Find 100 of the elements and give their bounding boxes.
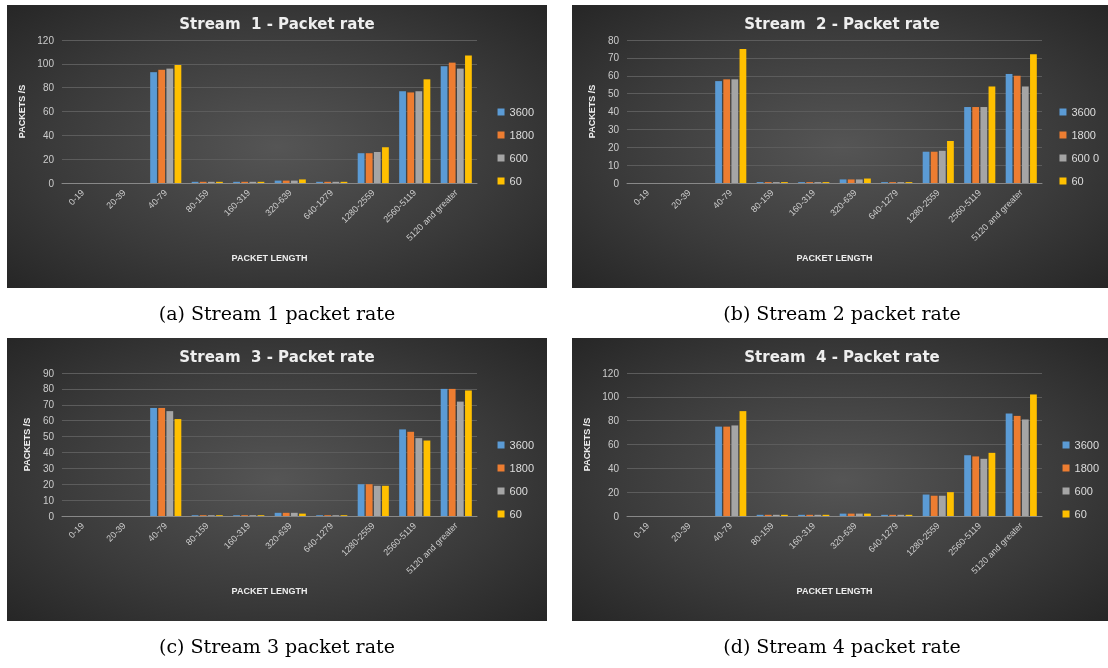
bar [1021, 86, 1029, 183]
bar [1013, 75, 1021, 183]
y-tick-label: 10 [42, 494, 55, 506]
bar [972, 107, 980, 183]
chart-title: Stream 3 - Packet rate [179, 347, 375, 366]
bar [407, 431, 415, 516]
y-tick-label: 20 [607, 486, 620, 498]
chart-title: Stream 1 - Packet rate [179, 14, 375, 33]
y-tick-label: 120 [602, 367, 620, 379]
y-tick-label: 40 [42, 129, 55, 141]
bar [166, 68, 174, 183]
y-tick-label: 50 [42, 431, 55, 443]
bar [723, 426, 731, 516]
y-tick-label: 10 [607, 159, 620, 171]
y-tick-label: 20 [42, 153, 55, 165]
y-tick-label: 80 [42, 82, 55, 94]
bar [723, 79, 731, 183]
bar [938, 150, 946, 183]
legend-label: 600 [1074, 485, 1093, 497]
legend-label: 60 [1074, 508, 1087, 520]
y-tick-label: 40 [607, 462, 620, 474]
y-axis-title: PACKETS /S [581, 417, 592, 472]
bar [373, 485, 381, 516]
y-tick-label: 20 [607, 141, 620, 153]
text: (a) Stream 1 packet rate [157, 302, 397, 324]
legend-label: 60 [509, 508, 522, 520]
y-tick-label: 60 [42, 106, 55, 117]
legend-label: 1800 [509, 462, 535, 474]
legend-label: 1800 [1074, 462, 1100, 474]
y-tick-label: 120 [37, 34, 55, 46]
y-tick-label: 40 [607, 106, 620, 117]
x-axis-title: PACKET LENGTH [796, 252, 873, 263]
y-tick-label: 0 [613, 510, 620, 522]
text: (b) Stream 2 packet rate [722, 302, 962, 324]
bar [864, 178, 871, 183]
chart-title: Stream 2 - Packet rate [744, 14, 940, 33]
bar [365, 153, 373, 183]
y-tick-label: 0 [613, 177, 620, 189]
legend-label: 3600 [509, 106, 535, 118]
legend-label: 3600 [1071, 106, 1096, 118]
text: (c) Stream 3 packet rate [158, 635, 396, 657]
legend-label: 1800 [1071, 129, 1096, 141]
y-tick-label: 30 [607, 123, 620, 135]
legend-label: 600 [509, 485, 528, 497]
y-tick-label: 40 [42, 446, 55, 458]
bar [399, 429, 406, 516]
bar [715, 426, 722, 516]
bar [964, 107, 971, 183]
bar [980, 107, 988, 183]
y-tick-label: 30 [42, 462, 55, 474]
x-axis-title: PACKET LENGTH [231, 585, 308, 596]
y-tick-label: 0 [48, 177, 55, 189]
bar [373, 152, 381, 183]
bar [456, 401, 464, 516]
text: (d) Stream 4 packet rate [722, 635, 962, 657]
y-tick-label: 100 [602, 391, 620, 403]
y-tick-label: 70 [607, 52, 620, 64]
bar [158, 407, 166, 516]
y-tick-label: 60 [42, 415, 55, 427]
legend-label: 3600 [1074, 439, 1100, 451]
x-tick-label: 0-19 [66, 520, 87, 541]
y-tick-label: 80 [607, 415, 620, 427]
bar [382, 485, 389, 516]
y-axis-title: PACKETS /S [22, 417, 33, 472]
bar [166, 411, 174, 516]
bar [290, 512, 298, 516]
bar [715, 81, 722, 183]
y-tick-label: 60 [607, 439, 620, 450]
y-tick-label: 90 [42, 367, 55, 379]
bar [1013, 415, 1021, 516]
bar [448, 62, 456, 183]
legend-label: 3600 [509, 439, 535, 451]
bar [980, 458, 988, 516]
bar [731, 425, 739, 516]
legend-label: 600 0 [1071, 152, 1099, 164]
bar [399, 91, 406, 183]
x-tick-label: 0-19 [631, 187, 652, 208]
bar [150, 407, 157, 516]
bar [947, 492, 954, 516]
bar [847, 179, 855, 183]
bar [407, 92, 415, 183]
bar [930, 151, 938, 183]
bar [972, 456, 980, 516]
bar [150, 72, 157, 183]
legend-label: 600 [509, 152, 528, 164]
bar [1021, 419, 1029, 516]
y-tick-label: 80 [42, 383, 55, 395]
bar [415, 438, 423, 516]
bar [158, 69, 166, 183]
y-tick-label: 50 [607, 88, 620, 100]
x-tick-label: 0-19 [66, 187, 87, 208]
y-tick-label: 100 [37, 58, 55, 70]
bar [855, 179, 863, 183]
bar [465, 390, 472, 516]
bar [365, 484, 373, 516]
bar [456, 68, 464, 183]
bar [731, 79, 739, 183]
chart-title: Stream 4 - Packet rate [744, 347, 940, 366]
y-tick-label: 0 [48, 510, 55, 522]
bar [299, 179, 306, 183]
